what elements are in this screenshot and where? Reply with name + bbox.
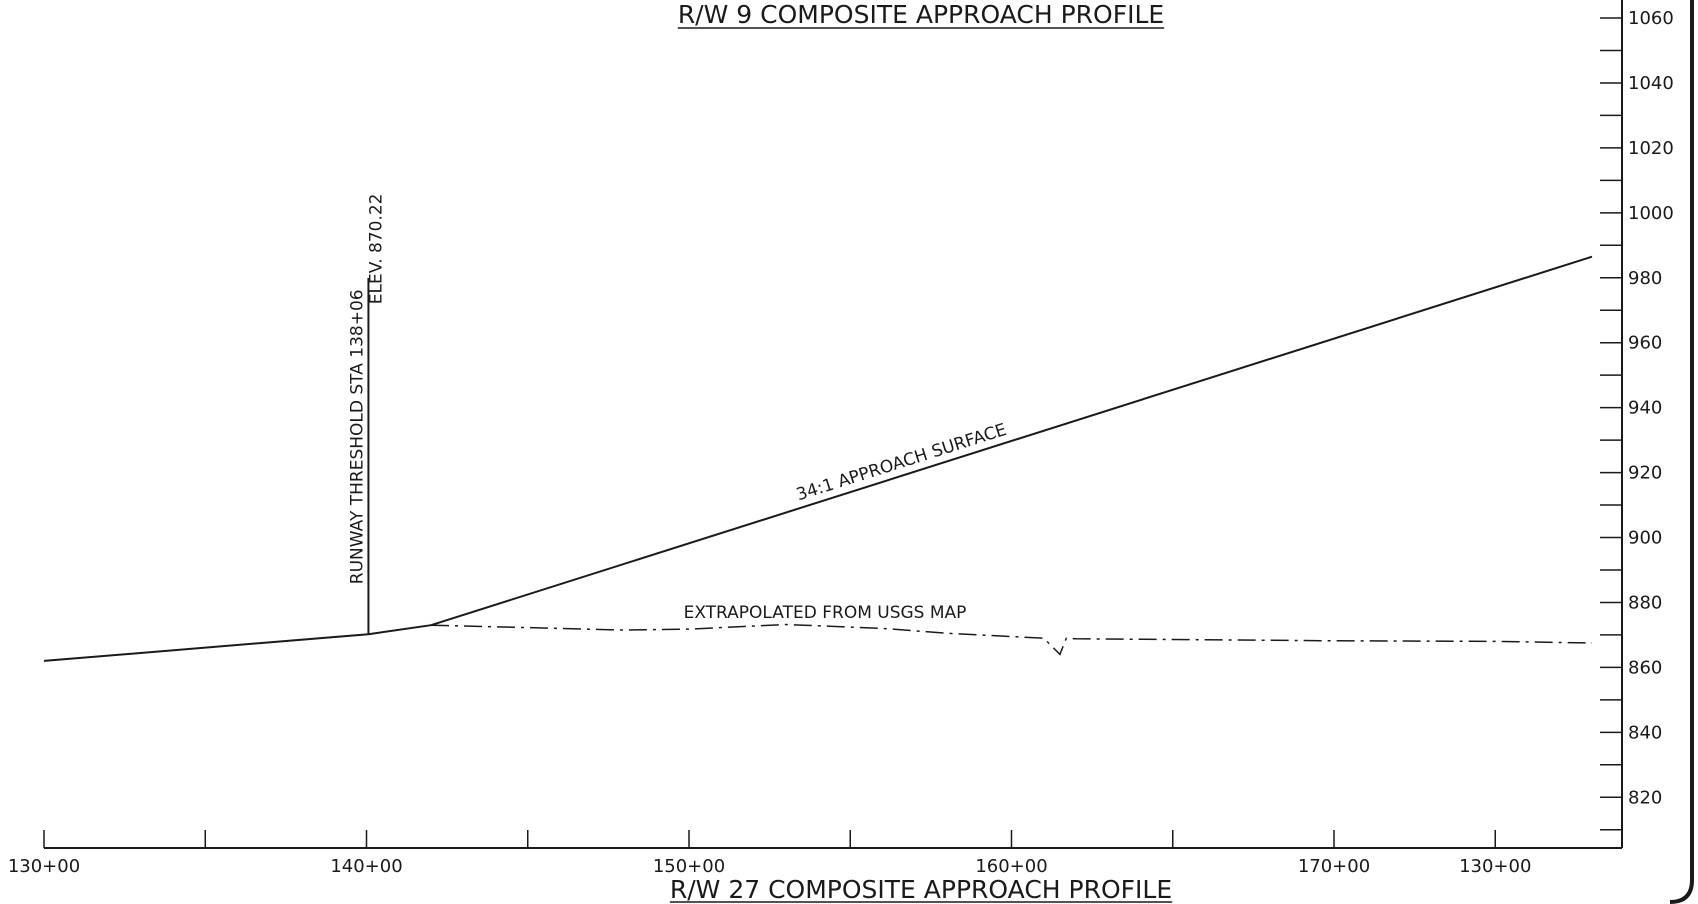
station-tick-label: 130+00 — [8, 856, 80, 877]
elevation-tick-label: 1060 — [1628, 8, 1674, 29]
station-axis: 130+00 140+00 150+00 160+00 170+00 130+00 — [8, 830, 1622, 877]
elevation-tick-label: 880 — [1628, 592, 1662, 613]
station-tick-label: 140+00 — [330, 856, 402, 877]
station-tick-label: 150+00 — [653, 856, 725, 877]
elevation-tick-label: 820 — [1628, 787, 1662, 808]
elevation-axis: 820 840 860 880 900 920 940 960 980 1000 1020 1040 1… — [1600, 0, 1674, 848]
elevation-tick-label: 860 — [1628, 657, 1662, 678]
elevation-tick-label: 960 — [1628, 333, 1662, 354]
bottom-profile-title: R/W 27 COMPOSITE APPROACH PROFILE — [670, 875, 1172, 904]
top-profile-title: R/W 9 COMPOSITE APPROACH PROFILE — [678, 0, 1164, 29]
sheet-border-corner — [1669, 0, 1694, 904]
elevation-tick-label: 900 — [1628, 528, 1662, 549]
threshold-elevation-label: ELEV. 870.22 — [366, 194, 386, 305]
station-tick-label: 170+00 — [1298, 856, 1370, 877]
threshold-station-label: RUNWAY THRESHOLD STA 138+06 — [347, 289, 367, 584]
elevation-tick-label: 940 — [1628, 398, 1662, 419]
elevation-tick-label: 920 — [1628, 463, 1662, 484]
elevation-tick-label: 1020 — [1628, 138, 1674, 159]
approach-surface-label: 34:1 APPROACH SURFACE — [794, 420, 1009, 505]
station-tick-label: 160+00 — [975, 856, 1047, 877]
threshold-label-group: RUNWAY THRESHOLD STA 138+06 ELEV. 870.22 — [347, 194, 386, 585]
elevation-tick-label: 1000 — [1628, 203, 1674, 224]
elevation-tick-label: 980 — [1628, 268, 1662, 289]
ground-source-label: EXTRAPOLATED FROM USGS MAP — [684, 603, 967, 623]
station-tick-label: 130+00 — [1459, 856, 1531, 877]
ground-profile-line — [430, 623, 1593, 656]
elevation-tick-label: 1040 — [1628, 73, 1674, 94]
approach-surface-line — [43, 255, 1593, 662]
elevation-tick-label: 840 — [1628, 722, 1662, 743]
